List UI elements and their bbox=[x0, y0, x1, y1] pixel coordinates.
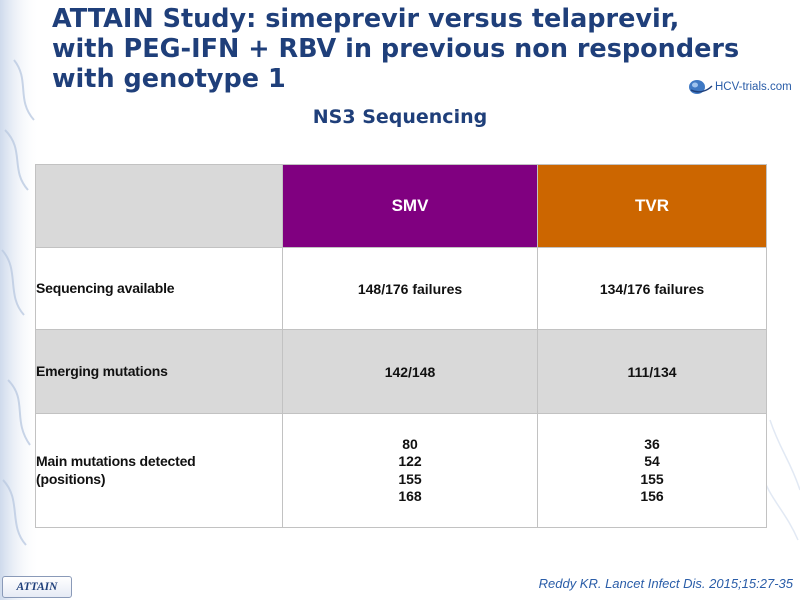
tvr-value: 111/134 bbox=[537, 329, 767, 414]
row-label: Emerging mutations bbox=[35, 329, 283, 414]
tvr-position: 156 bbox=[640, 488, 664, 504]
title-line: with PEG-IFN + RBV in previous non respo… bbox=[52, 34, 740, 64]
attain-badge: ATTAIN bbox=[2, 576, 72, 598]
slide-subtitle: NS3 Sequencing bbox=[312, 106, 488, 128]
row-label: Main mutations detected (positions) bbox=[35, 413, 283, 528]
row-label: Sequencing available bbox=[35, 247, 283, 330]
tvr-position: 36 bbox=[644, 435, 660, 452]
title-line: ATTAIN Study: simeprevir versus telaprev… bbox=[52, 4, 680, 34]
ns3-sequencing-table: SMV TVR Sequencing available 148/176 fai… bbox=[35, 164, 767, 528]
smv-value: 148/176 failures bbox=[282, 247, 538, 330]
smv-position: 168 bbox=[398, 488, 422, 504]
tvr-value: 134/176 failures bbox=[537, 247, 767, 330]
tvr-value: 36 54 155 156 bbox=[537, 413, 767, 528]
table-row: Emerging mutations 142/148 111/134 bbox=[35, 329, 767, 414]
smv-position: 155 bbox=[398, 470, 422, 487]
smv-position: 80 bbox=[402, 435, 418, 452]
smv-value: 142/148 bbox=[282, 329, 538, 414]
smv-value: 80 122 155 168 bbox=[282, 413, 538, 528]
tvr-position: 54 bbox=[644, 453, 660, 469]
table-row: Sequencing available 148/176 failures 13… bbox=[35, 247, 767, 330]
row-label-line: Main mutations detected bbox=[36, 453, 196, 469]
globe-icon bbox=[689, 80, 713, 94]
table-header-row: SMV TVR bbox=[35, 164, 767, 248]
header-blank-cell bbox=[35, 164, 283, 248]
title-line: with genotype 1 bbox=[52, 64, 286, 94]
slide-title: ATTAIN Study: simeprevir versus telaprev… bbox=[52, 4, 752, 94]
header-smv: SMV bbox=[282, 164, 538, 248]
table-row: Main mutations detected (positions) 80 1… bbox=[35, 413, 767, 528]
logo-text: HCV-trials.com bbox=[715, 81, 792, 93]
hcv-trials-logo: HCV-trials.com bbox=[687, 76, 792, 98]
tvr-position: 155 bbox=[640, 470, 664, 487]
citation: Reddy KR. Lancet Infect Dis. 2015;15:27-… bbox=[538, 576, 793, 591]
smv-position: 122 bbox=[398, 453, 422, 469]
row-label-line: (positions) bbox=[36, 470, 106, 487]
header-tvr: TVR bbox=[537, 164, 767, 248]
